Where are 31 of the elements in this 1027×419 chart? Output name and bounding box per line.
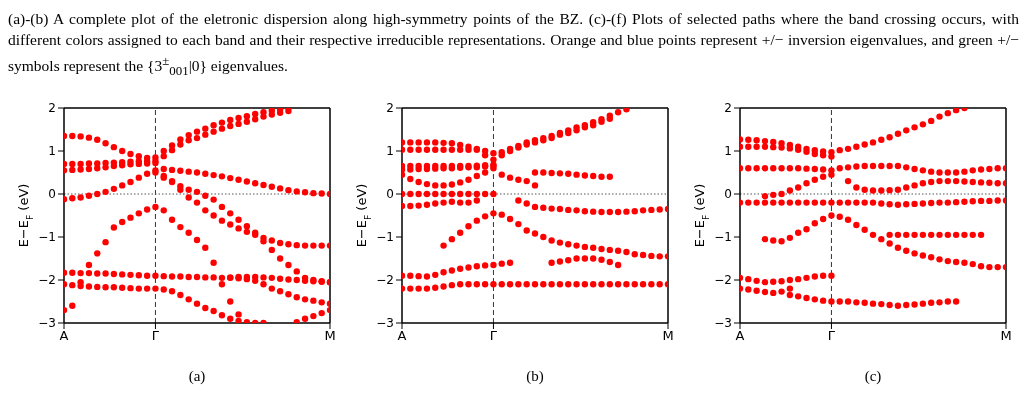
- x-tick-label: M: [1000, 328, 1012, 344]
- y-tick-label: −3: [38, 316, 56, 331]
- x-tick-label: A: [397, 328, 407, 344]
- x-tick-label: M: [324, 328, 336, 344]
- x-axis-title: (b): [526, 368, 544, 386]
- y-tick-label: −1: [376, 230, 394, 245]
- x-tick-label: Γ: [827, 328, 836, 344]
- y-tick-label: 1: [48, 144, 56, 159]
- y-tick-label: 2: [48, 101, 56, 116]
- x-tick-label: M: [662, 328, 674, 344]
- y-tick-label: 0: [724, 187, 732, 202]
- y-tick-label: 2: [724, 101, 732, 116]
- x-tick-label: A: [735, 328, 745, 344]
- y-tick-label: 0: [48, 187, 56, 202]
- y-tick-label: −1: [714, 230, 732, 245]
- x-axis-title: (c): [864, 368, 882, 386]
- y-tick-label: 1: [724, 144, 732, 159]
- y-tick-label: −2: [376, 273, 394, 288]
- text: (a)-(b) A complete plot of the eletronic dispersion along high-symmetry points of the BZ. (c)-(f) Plots of selected paths where the band crossing occurs, with different colors assigned to each band and their respective irreducible representations. Orange and blue points represent +/− inversion eigenvalues, and green +/− symbols represent the {3$^{±}$$_{001}$|0} eigenvalues.: [8, 9, 1019, 81]
- y-tick-label: 2: [386, 101, 394, 116]
- y-tick-label: 1: [386, 144, 394, 159]
- x-axis-title: (a): [188, 368, 206, 386]
- x-tick-label: A: [59, 328, 69, 344]
- y-tick-label: −1: [38, 230, 56, 245]
- y-tick-label: −3: [376, 316, 394, 331]
- y-tick-label: −3: [714, 316, 732, 331]
- x-tick-label: Γ: [489, 328, 498, 344]
- x-tick-label: Γ: [151, 328, 160, 344]
- y-tick-label: 0: [386, 187, 394, 202]
- y-tick-label: −2: [714, 273, 732, 288]
- y-tick-label: −2: [38, 273, 56, 288]
